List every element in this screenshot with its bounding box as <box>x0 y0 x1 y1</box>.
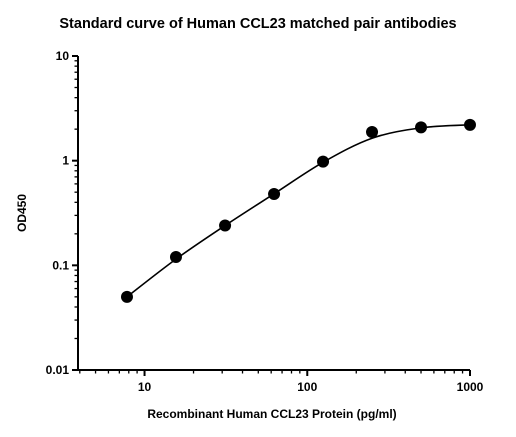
y-tick-label: 0.1 <box>52 258 69 272</box>
data-points <box>120 118 476 303</box>
axes <box>77 56 470 371</box>
y-tick-label: 1 <box>62 154 69 168</box>
data-point <box>464 118 476 131</box>
y-tick-label: 10 <box>56 49 70 63</box>
ticks: 0.01 0.1 1 10 10 100 1000 <box>46 49 484 394</box>
x-axis-label: Recombinant Human CCL23 Protein (pg/ml) <box>147 407 396 421</box>
data-point <box>366 125 379 138</box>
data-point <box>317 155 330 168</box>
x-tick-label: 1000 <box>457 380 484 394</box>
data-point <box>169 251 182 264</box>
y-tick-label: 0.01 <box>46 363 70 377</box>
data-point <box>268 188 281 201</box>
data-point <box>219 219 232 232</box>
chart-title: Standard curve of Human CCL23 matched pa… <box>59 16 456 32</box>
data-point <box>415 121 428 134</box>
fit-curve <box>126 124 471 298</box>
y-axis-label: OD450 <box>15 194 29 232</box>
x-tick-label: 100 <box>297 380 317 394</box>
x-tick-label: 10 <box>138 380 152 394</box>
data-point <box>120 290 133 303</box>
